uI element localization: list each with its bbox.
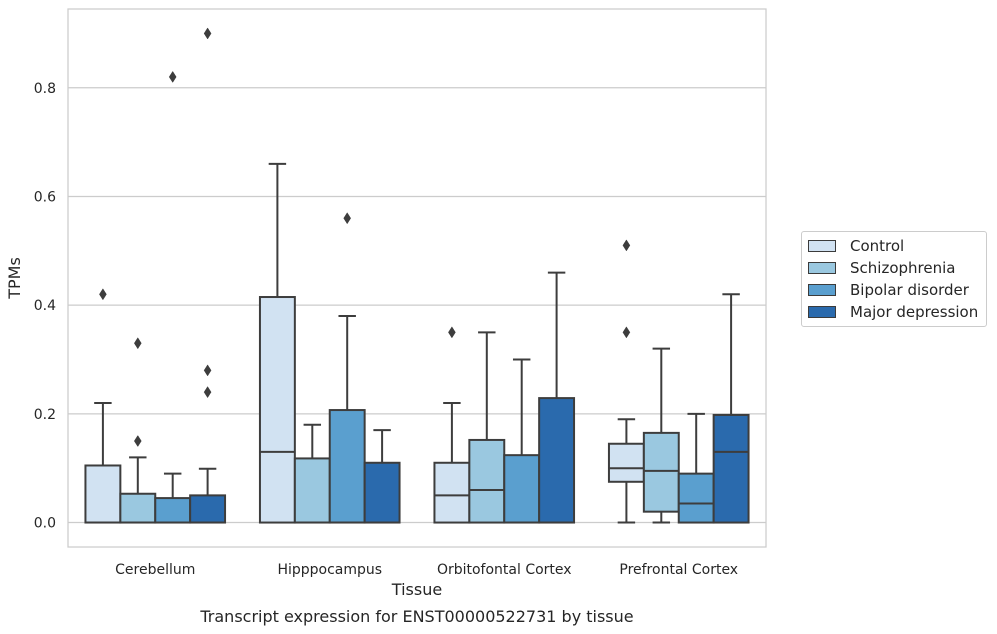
box-rect (84, 464, 122, 524)
boxes (84, 27, 750, 524)
box-1-2 (468, 331, 506, 524)
box-2-1 (328, 212, 366, 524)
legend-label-bipolar-disorder: Bipolar disorder (850, 281, 969, 299)
box-2-0 (154, 70, 192, 524)
box-0-3 (607, 239, 645, 524)
outlier-point (168, 70, 177, 83)
box-rect (189, 494, 227, 524)
x-tick-label: Prefrontal Cortex (619, 562, 738, 578)
box-2-3 (677, 412, 715, 524)
y-tick-label: 0.8 (34, 81, 56, 97)
y-tick-label: 0.6 (34, 189, 56, 205)
box-rect (468, 438, 506, 524)
legend-swatch-control (808, 240, 836, 252)
outlier-point (99, 288, 107, 301)
y-tick-labels: 0.0 0.2 0.4 0.6 0.8 (34, 81, 56, 532)
box-rect (258, 296, 296, 524)
legend-swatch-schizophrenia (808, 262, 836, 274)
chart-title: Transcript expression for ENST0000052273… (199, 607, 633, 626)
box-rect (328, 409, 366, 524)
box-1-1 (293, 423, 331, 524)
box-2-2 (503, 358, 541, 524)
box-rect (433, 461, 471, 524)
legend-item-bipolar-disorder: Bipolar disorder (808, 280, 969, 300)
box-rect (154, 497, 192, 524)
outlier-point (134, 337, 142, 350)
outlier-point (622, 326, 631, 339)
box-rect (677, 472, 715, 524)
legend-label-major-depression: Major depression (850, 303, 979, 321)
legend-label-control: Control (850, 237, 905, 255)
x-tick-labels: Cerebellum Hipppocampus Orbitofontal Corte… (115, 562, 738, 578)
box-rect (538, 397, 576, 524)
outlier-point (134, 435, 142, 447)
outlier-point (343, 212, 351, 225)
box-rect (503, 454, 541, 524)
legend-swatch-bipolar-disorder (808, 284, 836, 296)
legend-item-control: Control (808, 236, 904, 256)
box-3-0 (189, 27, 227, 524)
legend-item-major-depression: Major depression (808, 302, 978, 322)
x-axis-label: Tissue (391, 580, 442, 599)
box-3-3 (712, 293, 750, 524)
box-rect (293, 457, 331, 524)
x-tick-label: Hipppocampus (277, 562, 382, 578)
gridlines (68, 87, 766, 524)
box-1-0 (119, 337, 157, 524)
box-0-0 (84, 288, 122, 524)
outlier-point (203, 27, 212, 40)
y-tick-label: 0.2 (34, 407, 56, 423)
outlier-point (448, 326, 456, 339)
x-tick-label: Cerebellum (115, 562, 195, 578)
x-tick-label: Orbitofontal Cortex (437, 562, 572, 578)
legend: Control Schizophrenia Bipolar disorder M… (801, 231, 987, 327)
legend-swatch-major-depression (808, 306, 836, 318)
box-3-2 (538, 271, 576, 524)
plot-frame (67, 8, 767, 548)
box-rect (712, 413, 750, 524)
outlier-point (203, 364, 212, 377)
box-rect (363, 461, 401, 524)
y-tick-label: 0.4 (34, 298, 56, 314)
box-rect (119, 492, 157, 524)
outlier-point (203, 386, 212, 399)
box-3-1 (363, 429, 401, 524)
box-0-2 (433, 326, 471, 524)
box-1-3 (642, 347, 680, 524)
legend-item-schizophrenia: Schizophrenia (808, 258, 955, 278)
box-0-1 (258, 162, 296, 524)
y-tick-label: 0.0 (34, 516, 56, 532)
box-rect (642, 431, 680, 513)
outlier-point (622, 239, 631, 252)
legend-label-schizophrenia: Schizophrenia (850, 259, 956, 277)
box-rect (607, 442, 645, 483)
y-axis-label: TPMs (5, 257, 24, 300)
